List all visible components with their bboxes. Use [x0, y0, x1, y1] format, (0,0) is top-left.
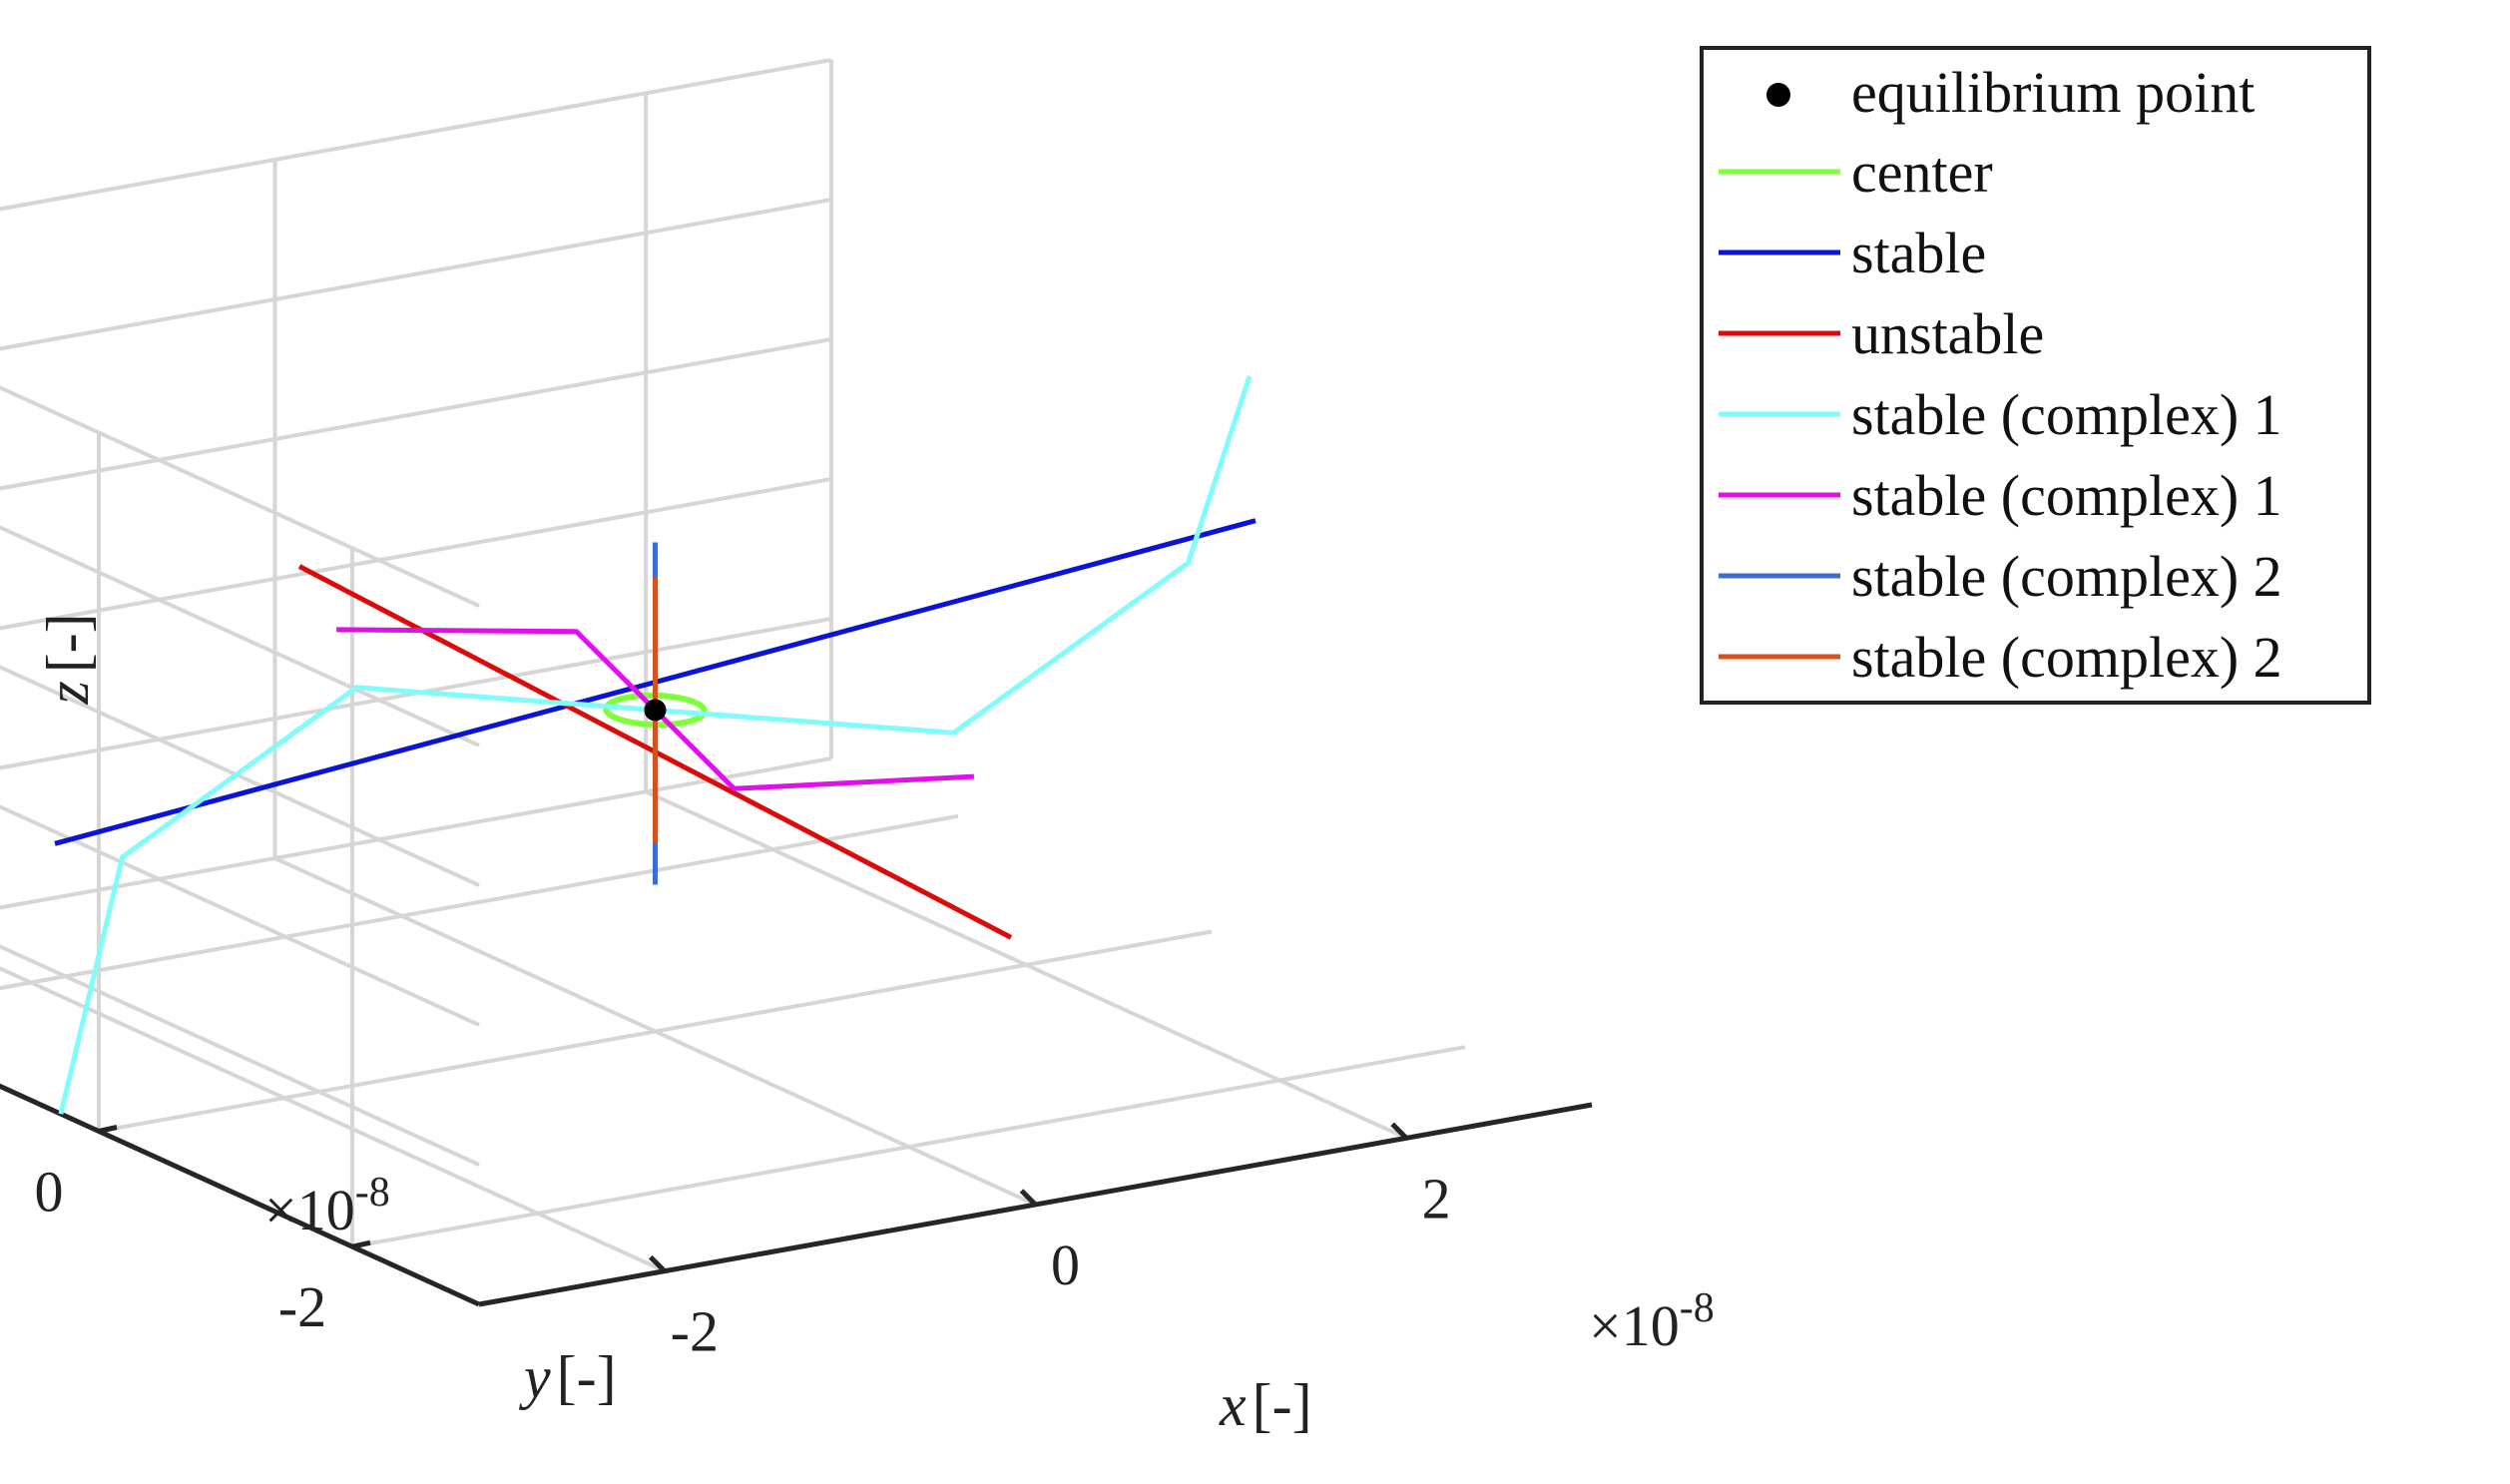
legend-box [1700, 46, 2371, 705]
sidewall-gridline-z [0, 665, 480, 887]
legend-items: center stable unstable stable (complex) 1 st… [1719, 140, 2282, 690]
series-layer [54, 375, 1256, 1115]
z-axis-label: z[-] [35, 613, 101, 705]
legend-label-stable-complex-1-4: stable (complex) 1 [1851, 463, 2282, 528]
x-tick-mark [1390, 1122, 1408, 1141]
backwall-gridline-z [0, 477, 832, 631]
x-axis-label: x [-] [1219, 1372, 1312, 1438]
axes [0, 1083, 1593, 1307]
backwall-gridline-z [0, 337, 832, 491]
backwall-gridline-z [0, 198, 832, 351]
y-tick-label: 0 [35, 1160, 64, 1225]
legend: equilibrium point center stable unstable st… [1700, 46, 2371, 705]
floor-gridline-y [98, 929, 1213, 1134]
legend-label-center-0: center [1851, 140, 1993, 205]
legend-label-stable-complex-2-6: stable (complex) 2 [1851, 625, 2282, 690]
legend-label-stable-1: stable [1851, 221, 1986, 285]
legend-label-stable-complex-2-5: stable (complex) 2 [1851, 544, 2282, 609]
sidewall-gridline-z [0, 944, 480, 1167]
equilibrium-point-marker [644, 699, 667, 722]
y-exponent-label: ×10-8 [264, 1170, 390, 1242]
backwall-gridline-z [0, 58, 832, 212]
grid-lines [0, 58, 1466, 1306]
series-line-center-0 [602, 692, 709, 729]
sidewall-gridline-z [0, 804, 480, 1027]
x-tick-label: 0 [1051, 1233, 1080, 1297]
legend-label-equilibrium-point: equilibrium point [1851, 60, 2255, 125]
backwall-gridline-z [0, 617, 832, 770]
x-tick-mark [649, 1254, 667, 1273]
y-tick-label: -2 [278, 1274, 326, 1339]
sidewall-gridline-z [0, 385, 480, 608]
tick-labels: -202-2021.259921021.259921031.259921041.… [35, 1122, 1451, 1364]
y-axis-label: y [-] [518, 1344, 617, 1410]
floor-gridline-y [351, 1045, 1466, 1249]
legend-label-stable-complex-1-3: stable (complex) 1 [1851, 382, 2282, 447]
x-tick-label: 2 [1422, 1166, 1451, 1231]
x-exponent-label: ×10-8 [1589, 1285, 1715, 1358]
floor-gridline-y [0, 813, 959, 991]
x-tick-mark [1019, 1189, 1038, 1207]
x-tick-label: -2 [671, 1299, 719, 1364]
legend-label-unstable-2: unstable [1851, 301, 2044, 366]
legend-marker-equilibrium-point [1766, 83, 1790, 107]
y-tick-mark [351, 1239, 371, 1249]
backwall-gridline-z [0, 756, 832, 910]
y-tick-mark [98, 1125, 118, 1134]
